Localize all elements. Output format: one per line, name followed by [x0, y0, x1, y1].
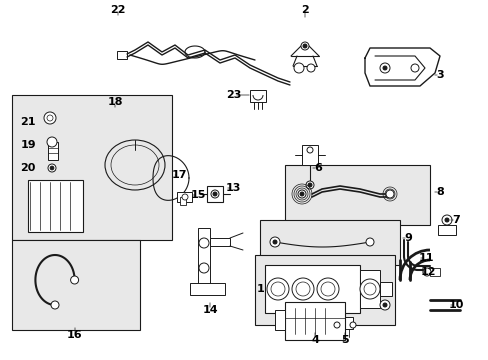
Bar	[117, 51, 127, 59]
Bar	[437, 225, 455, 235]
Circle shape	[422, 268, 430, 276]
Circle shape	[382, 66, 386, 70]
Circle shape	[382, 303, 386, 307]
Text: 5: 5	[341, 335, 348, 345]
Circle shape	[365, 238, 373, 246]
Bar	[302, 145, 317, 165]
Text: 6: 6	[313, 163, 321, 173]
Bar	[359, 270, 379, 308]
Circle shape	[291, 278, 313, 300]
Circle shape	[210, 190, 219, 198]
Circle shape	[293, 63, 304, 73]
Text: 12: 12	[419, 267, 435, 277]
Circle shape	[199, 238, 208, 248]
Circle shape	[47, 137, 57, 147]
Circle shape	[359, 279, 379, 299]
Bar	[264, 265, 359, 313]
Text: 11: 11	[417, 253, 433, 263]
Bar	[177, 192, 192, 202]
Bar	[379, 282, 391, 296]
Bar	[206, 186, 223, 202]
Circle shape	[306, 147, 312, 153]
Bar	[198, 228, 209, 293]
Circle shape	[295, 282, 309, 296]
Circle shape	[199, 263, 208, 273]
Text: 10: 10	[447, 300, 463, 310]
Bar	[336, 317, 352, 329]
Circle shape	[349, 322, 355, 328]
Circle shape	[385, 190, 393, 198]
Bar	[12, 240, 140, 330]
Circle shape	[269, 237, 280, 247]
Circle shape	[48, 164, 56, 172]
Text: 19: 19	[20, 140, 36, 150]
Text: 23: 23	[226, 90, 241, 100]
Circle shape	[213, 192, 217, 196]
Bar	[285, 165, 429, 225]
Bar	[254, 255, 394, 325]
Circle shape	[410, 64, 418, 72]
Circle shape	[270, 282, 285, 296]
Circle shape	[182, 194, 187, 200]
Bar	[249, 90, 265, 102]
Circle shape	[441, 215, 451, 225]
Text: 2: 2	[301, 5, 308, 15]
Circle shape	[307, 183, 311, 187]
Circle shape	[51, 301, 59, 309]
Text: 21: 21	[20, 117, 36, 127]
Circle shape	[47, 115, 53, 121]
Text: 3: 3	[435, 70, 443, 80]
Circle shape	[266, 278, 288, 300]
Text: 20: 20	[20, 163, 36, 173]
Circle shape	[363, 283, 375, 295]
Bar	[28, 180, 83, 232]
Circle shape	[303, 44, 306, 48]
Circle shape	[305, 181, 313, 189]
Text: 1: 1	[257, 284, 264, 294]
Text: 17: 17	[171, 170, 186, 180]
Text: 4: 4	[310, 335, 318, 345]
Bar	[429, 268, 439, 276]
Circle shape	[301, 42, 308, 50]
Circle shape	[379, 300, 389, 310]
Bar	[260, 220, 399, 265]
Circle shape	[299, 192, 304, 196]
Circle shape	[379, 63, 389, 73]
Bar	[190, 283, 224, 295]
Text: 13: 13	[225, 183, 240, 193]
Text: 14: 14	[202, 305, 217, 315]
Text: 7: 7	[451, 215, 459, 225]
Bar	[274, 310, 285, 330]
Circle shape	[333, 322, 339, 328]
Circle shape	[50, 166, 54, 170]
Circle shape	[297, 190, 305, 198]
Text: 22: 22	[110, 5, 125, 15]
Circle shape	[70, 276, 79, 284]
Circle shape	[272, 240, 276, 244]
Bar	[285, 302, 345, 340]
Circle shape	[316, 278, 338, 300]
Circle shape	[444, 218, 448, 222]
Text: 18: 18	[107, 97, 122, 107]
Circle shape	[320, 282, 334, 296]
Text: 8: 8	[435, 187, 443, 197]
Bar	[180, 197, 185, 205]
Text: 9: 9	[403, 233, 411, 243]
Bar	[12, 95, 172, 240]
Bar	[209, 238, 229, 246]
Text: 15: 15	[190, 190, 205, 200]
Circle shape	[306, 64, 314, 72]
Bar	[48, 142, 58, 160]
Text: 16: 16	[67, 330, 82, 340]
Circle shape	[44, 112, 56, 124]
